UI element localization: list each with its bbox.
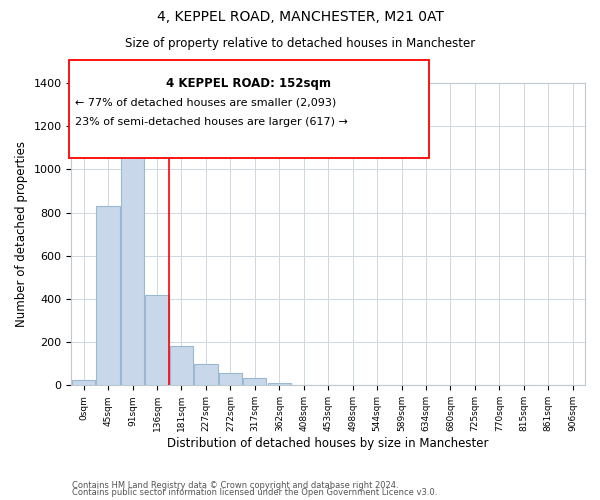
Y-axis label: Number of detached properties: Number of detached properties [15, 141, 28, 327]
Text: 23% of semi-detached houses are larger (617) →: 23% of semi-detached houses are larger (… [75, 118, 348, 128]
Text: ← 77% of detached houses are smaller (2,093): ← 77% of detached houses are smaller (2,… [75, 98, 336, 108]
Bar [194, 364, 218, 386]
Text: Contains public sector information licensed under the Open Government Licence v3: Contains public sector information licen… [72, 488, 437, 497]
Text: Contains HM Land Registry data © Crown copyright and database right 2024.: Contains HM Land Registry data © Crown c… [72, 480, 398, 490]
Bar [72, 380, 95, 386]
Bar [268, 383, 291, 386]
Bar [170, 346, 193, 386]
Text: 4 KEPPEL ROAD: 152sqm: 4 KEPPEL ROAD: 152sqm [167, 78, 331, 90]
Bar [145, 294, 169, 386]
Text: 4, KEPPEL ROAD, MANCHESTER, M21 0AT: 4, KEPPEL ROAD, MANCHESTER, M21 0AT [157, 10, 443, 24]
Text: Size of property relative to detached houses in Manchester: Size of property relative to detached ho… [125, 38, 475, 51]
Bar [243, 378, 266, 386]
X-axis label: Distribution of detached houses by size in Manchester: Distribution of detached houses by size … [167, 437, 489, 450]
Bar [97, 206, 120, 386]
Bar [121, 153, 144, 386]
Bar [219, 373, 242, 386]
